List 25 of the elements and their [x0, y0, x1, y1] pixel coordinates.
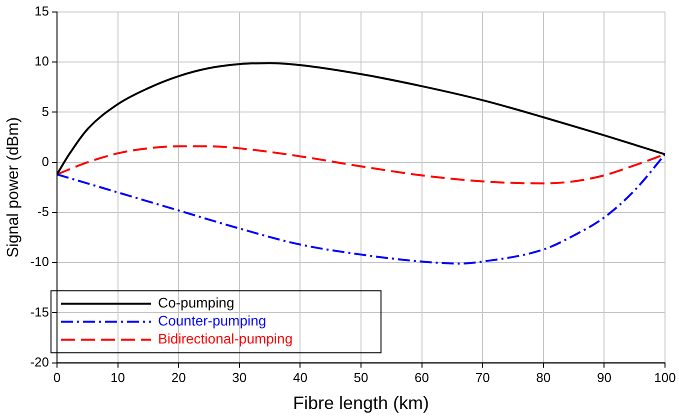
y-tick-label: -10 — [30, 254, 49, 270]
line-series — [56, 153, 665, 265]
text: Bidirectional-pumping — [158, 330, 293, 347]
x-tick-label: 100 — [654, 370, 676, 386]
x-tick-label: 60 — [414, 370, 430, 386]
y-tick-label: 15 — [34, 4, 49, 19]
y-tick-label: -20 — [30, 354, 49, 370]
x-tick-label: 80 — [536, 370, 551, 386]
y-tick-label: -5 — [37, 204, 49, 220]
x-axis-title: Fibre length (km) — [292, 393, 430, 414]
x-tick-label: 20 — [171, 370, 186, 386]
y-tick-label: 10 — [34, 54, 49, 69]
x-tick-label: 40 — [292, 370, 308, 386]
x-tick-label: 0 — [53, 370, 61, 386]
x-tick-label: 90 — [596, 370, 612, 386]
y-tick-label: -15 — [30, 304, 49, 320]
y-tick-label: 0 — [42, 154, 49, 169]
x-tick-label: 10 — [110, 370, 126, 386]
x-tick-label: 70 — [475, 370, 490, 386]
y-axis-title: Signal power (dBm) — [5, 117, 22, 258]
y-tick-label: 5 — [42, 104, 49, 119]
text: Counter-pumping — [158, 312, 266, 329]
x-tick-label: 30 — [232, 370, 247, 386]
x-tick-label: 50 — [354, 370, 368, 386]
text: Co-pumping — [158, 294, 234, 311]
